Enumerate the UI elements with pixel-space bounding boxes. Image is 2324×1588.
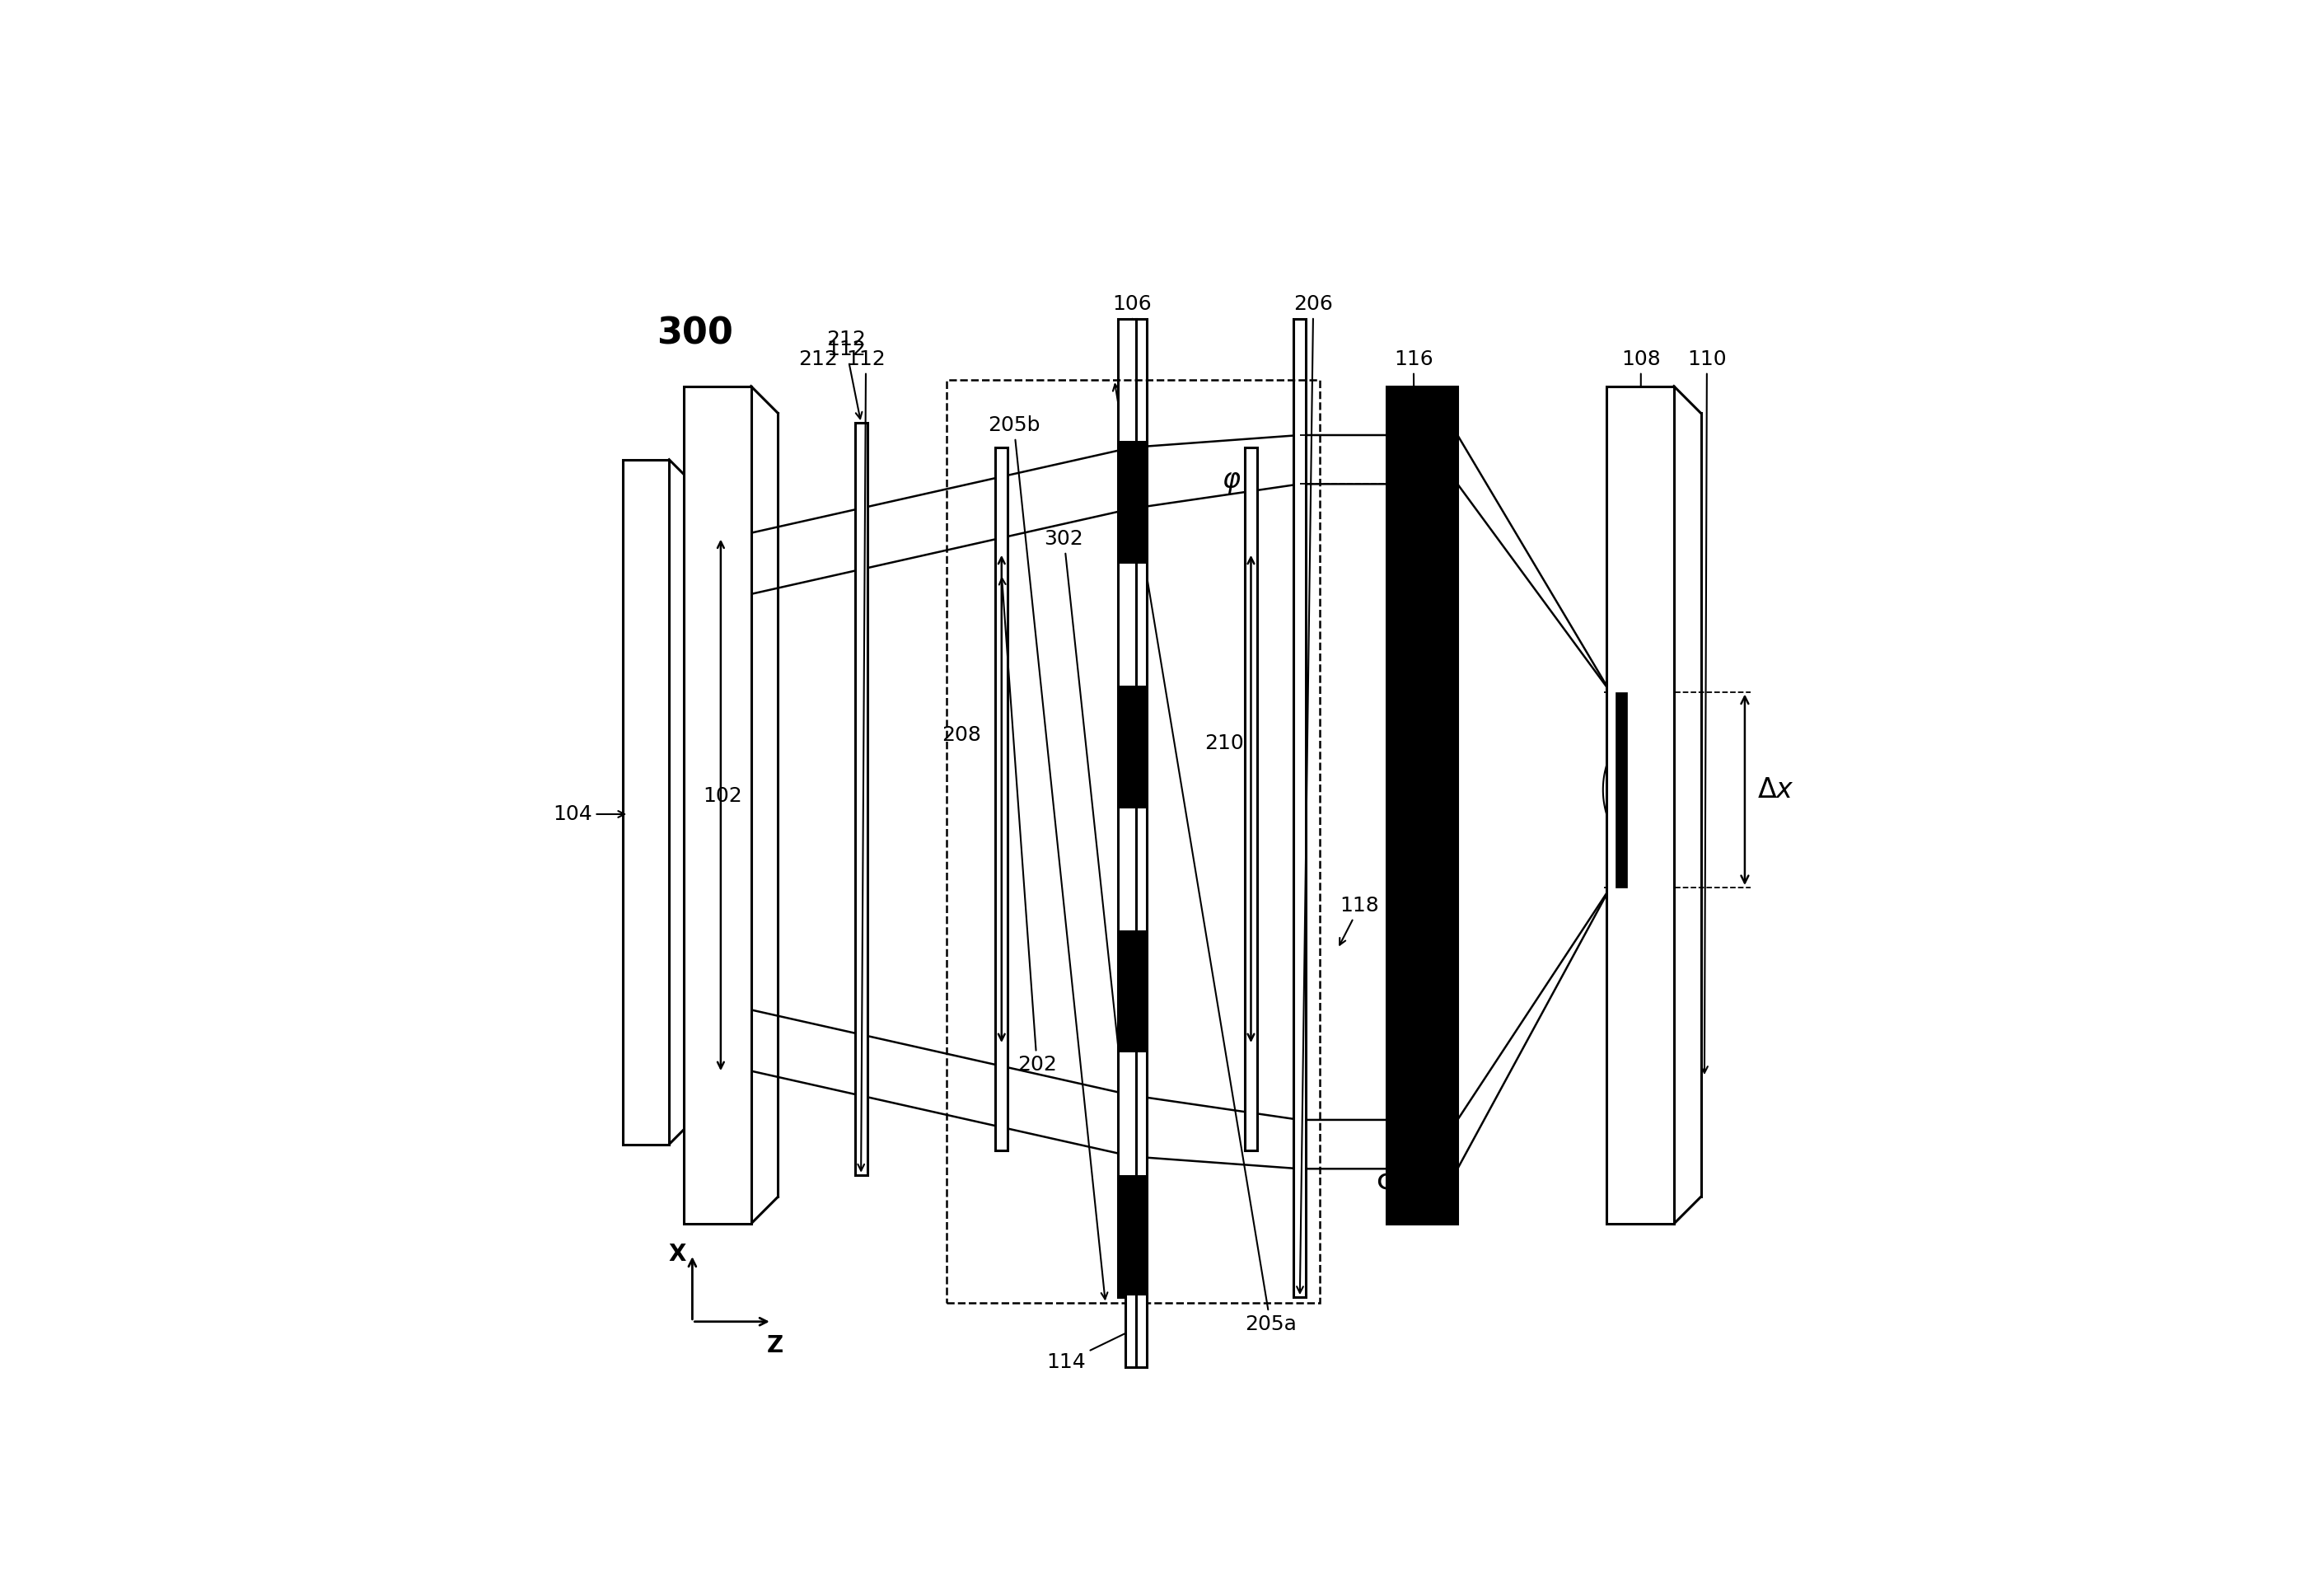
Text: $\varphi$: $\varphi$ xyxy=(1222,468,1241,495)
Bar xyxy=(1118,686,1148,808)
Text: 102: 102 xyxy=(704,786,744,805)
Text: 110: 110 xyxy=(1687,349,1727,1073)
Bar xyxy=(1118,319,1148,441)
Bar xyxy=(1246,448,1257,1150)
Text: 212: 212 xyxy=(799,349,839,368)
Text: 208: 208 xyxy=(941,724,981,745)
Text: Z: Z xyxy=(767,1334,783,1356)
Bar xyxy=(946,380,1320,1304)
Text: $\Phi$: $\Phi$ xyxy=(1376,1170,1397,1197)
Bar xyxy=(683,386,751,1224)
Text: 118: 118 xyxy=(1339,896,1380,945)
Bar xyxy=(995,448,1009,1150)
Text: 210: 210 xyxy=(1204,734,1243,753)
Bar xyxy=(1606,386,1673,1224)
Bar xyxy=(855,422,867,1175)
Text: 302: 302 xyxy=(1043,529,1134,1175)
Bar xyxy=(1118,931,1148,1053)
Text: 300: 300 xyxy=(658,316,734,351)
Text: 212: 212 xyxy=(827,330,867,349)
Bar xyxy=(1294,319,1306,1297)
Text: 112: 112 xyxy=(827,340,867,419)
Text: 202: 202 xyxy=(999,578,1057,1075)
Text: $\Delta x$: $\Delta x$ xyxy=(1757,777,1794,804)
Bar xyxy=(1387,386,1457,1224)
Text: 112: 112 xyxy=(846,349,885,1170)
Text: 205b: 205b xyxy=(988,416,1109,1299)
Text: 106: 106 xyxy=(1113,294,1153,1293)
Bar xyxy=(1125,1294,1148,1367)
Bar xyxy=(1118,1053,1148,1175)
Text: X: X xyxy=(669,1243,686,1266)
Bar xyxy=(1118,319,1148,1297)
Bar xyxy=(1615,692,1627,888)
Bar xyxy=(623,459,669,1145)
Bar xyxy=(1118,808,1148,931)
Text: 205a: 205a xyxy=(1113,384,1297,1334)
Text: 116: 116 xyxy=(1394,349,1434,1220)
Text: 108: 108 xyxy=(1622,349,1662,1220)
Text: 114: 114 xyxy=(1046,1324,1143,1372)
Bar xyxy=(1118,564,1148,686)
Bar xyxy=(1118,441,1148,564)
Bar xyxy=(1118,1175,1148,1297)
Text: 104: 104 xyxy=(553,804,625,824)
Text: 206: 206 xyxy=(1294,294,1334,1293)
